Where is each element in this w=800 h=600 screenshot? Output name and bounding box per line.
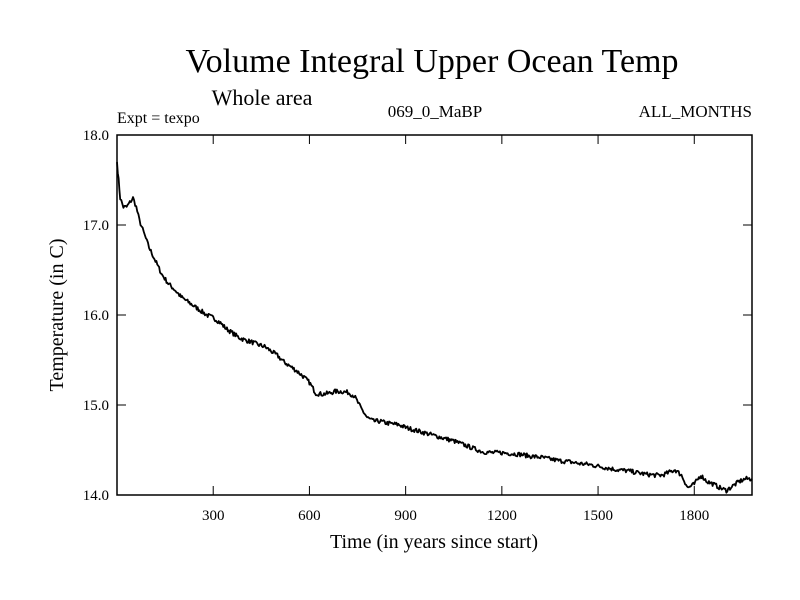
y-tick-label: 18.0 [83, 128, 109, 144]
x-tick-label: 900 [394, 508, 417, 524]
period-label: ALL_MONTHS [639, 102, 752, 121]
x-axis-label: Time (in years since start) [330, 531, 538, 553]
x-tick-label: 600 [298, 508, 321, 524]
y-axis-label: Temperature (in C) [46, 239, 68, 392]
chart-title: Volume Integral Upper Ocean Temp [186, 43, 679, 80]
y-tick-label: 15.0 [83, 398, 109, 414]
x-tick-label: 1800 [679, 508, 709, 524]
y-tick-label: 14.0 [83, 488, 109, 504]
x-axis-ticks: 300 600 900 1200 1500 1800 [202, 135, 709, 524]
x-tick-label: 1200 [487, 508, 517, 524]
x-tick-label: 1500 [583, 508, 613, 524]
y-tick-label: 17.0 [83, 218, 109, 234]
expt-label: Expt = texpo [117, 110, 200, 127]
chart-subtitle: Whole area [212, 85, 313, 110]
x-tick-label: 300 [202, 508, 225, 524]
y-axis-ticks: 14.0 15.0 16.0 17.0 18.0 [83, 128, 752, 504]
run-label: 069_0_MaBP [388, 102, 482, 121]
series-line-temperature [116, 161, 753, 494]
y-tick-label: 16.0 [83, 308, 109, 324]
